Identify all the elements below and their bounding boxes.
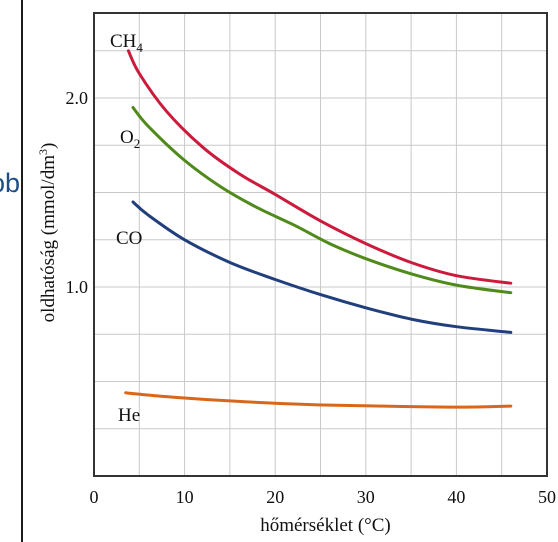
series-label-ch4: CH4 xyxy=(110,31,143,55)
y-axis-label-sup: 3 xyxy=(36,149,50,155)
series-lines xyxy=(124,49,513,409)
y-tick-label: 1.0 xyxy=(66,277,89,297)
y-axis-label: oldhatóság (mmol/dm3) xyxy=(36,143,59,323)
series-label-o2: O2 xyxy=(120,127,140,151)
series-line-ch4 xyxy=(126,49,513,285)
clipped-text: ob xyxy=(0,168,21,198)
series-label-text: O xyxy=(120,127,134,148)
y-tick-label: 2.0 xyxy=(66,88,89,108)
series-line-co xyxy=(131,200,513,334)
tick-labels: 0 10 20 30 40 50 1.0 2.0 xyxy=(66,88,557,507)
left-panel-edge xyxy=(0,0,23,542)
series-label-text: CH xyxy=(110,31,137,52)
x-tick-label: 40 xyxy=(447,487,465,507)
series-line-o2 xyxy=(131,106,513,295)
x-tick-label: 0 xyxy=(90,487,99,507)
series-label-text: He xyxy=(118,405,140,426)
series-label-subscript: 4 xyxy=(136,40,143,55)
series-labels: CH4 O2 CO He xyxy=(110,31,143,426)
series-label-he: He xyxy=(118,405,140,426)
x-tick-label: 50 xyxy=(538,487,556,507)
series-label-co: CO xyxy=(116,228,142,249)
x-axis-label: hőmérséklet (°C) xyxy=(260,515,391,536)
x-tick-label: 20 xyxy=(266,487,284,507)
x-tick-label: 30 xyxy=(357,487,375,507)
clipped-text-fragment: ob xyxy=(0,168,21,208)
series-label-subscript: 2 xyxy=(134,136,141,151)
series-line-he xyxy=(124,391,513,409)
series-label-text: CO xyxy=(116,228,142,249)
x-tick-label: 10 xyxy=(176,487,194,507)
plot-frame xyxy=(93,12,548,477)
y-axis-label-close: ) xyxy=(38,143,59,149)
y-axis-label-main: oldhatóság (mmol/dm xyxy=(38,155,59,323)
